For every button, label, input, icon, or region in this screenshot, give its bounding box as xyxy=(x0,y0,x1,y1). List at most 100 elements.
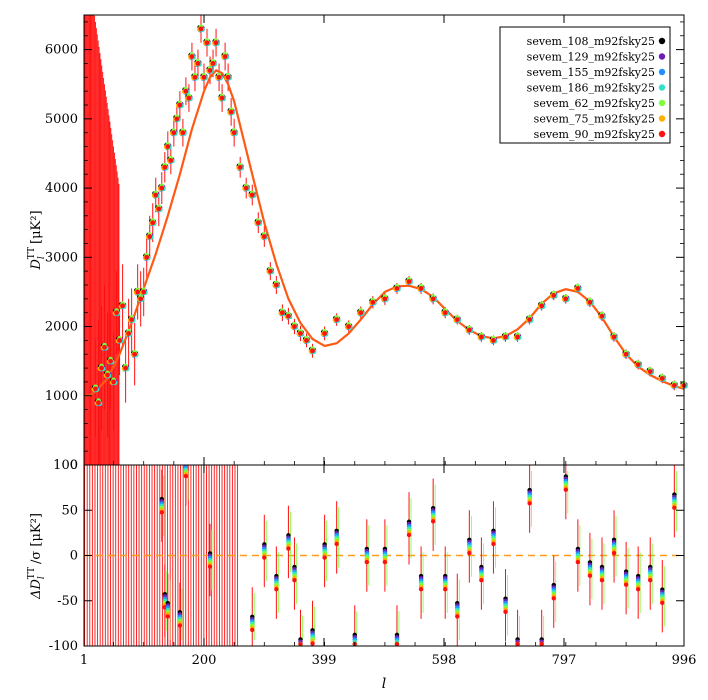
data-point xyxy=(430,296,436,302)
data-point xyxy=(304,337,309,343)
data-point xyxy=(273,282,279,288)
data-point xyxy=(515,334,520,340)
data-point xyxy=(165,144,171,149)
data-point xyxy=(123,365,129,371)
data-point xyxy=(454,317,460,323)
data-point xyxy=(204,40,210,46)
bottom-ylabel-main: ΔD xyxy=(29,579,44,600)
bottom-xaxis-ticks: 1 200 399 598 797 996 xyxy=(80,461,696,668)
ytick-label: -100 xyxy=(49,639,78,654)
legend-marker xyxy=(658,37,666,45)
bottom-yaxis-title: ΔDlTT/σ [μK²] xyxy=(27,513,47,600)
data-point xyxy=(111,379,116,385)
data-point xyxy=(225,74,231,80)
data-point xyxy=(249,192,255,198)
data-point xyxy=(141,289,147,295)
data-point xyxy=(207,67,213,73)
residual-point xyxy=(515,641,520,647)
data-point xyxy=(99,365,104,371)
residual-point xyxy=(298,641,303,647)
ytick-label: 0 xyxy=(70,549,78,564)
data-point xyxy=(418,286,424,291)
data-point xyxy=(135,289,141,295)
top-panel: 0 1000 2000 3000 4000 5000 6000 xyxy=(45,14,688,473)
data-point xyxy=(228,109,234,115)
top-ylabel-main: D xyxy=(29,259,44,271)
ytick-label: 1000 xyxy=(45,389,78,404)
data-point xyxy=(394,286,400,291)
data-point xyxy=(105,372,110,378)
data-point xyxy=(108,358,113,364)
legend-items: sevem_108_m92fsky25 sevem_129_m92fsky25se… xyxy=(527,35,666,141)
legend-marker xyxy=(658,84,666,91)
top-yaxis-ticks: 0 1000 2000 3000 4000 5000 6000 xyxy=(45,21,684,473)
data-point xyxy=(216,74,222,80)
xtick-label: 598 xyxy=(432,653,457,668)
data-point xyxy=(659,376,665,381)
top-yaxis-title: DlTT [μK²] xyxy=(27,210,47,270)
legend-label: sevem_108_m92fsky25 xyxy=(527,35,655,48)
residual-point xyxy=(406,532,412,538)
data-point xyxy=(563,296,569,302)
ytick-label: 6000 xyxy=(45,43,78,58)
legend-marker xyxy=(658,115,666,122)
top-ylabel-sup: TT xyxy=(27,247,37,259)
residual-point xyxy=(165,614,171,619)
data-point xyxy=(358,310,364,316)
data-point xyxy=(527,317,533,323)
legend: sevem_108_m92fsky25 sevem_129_m92fsky25se… xyxy=(499,26,671,144)
bottom-data-points xyxy=(159,464,677,647)
residual-point xyxy=(262,555,267,560)
data-point xyxy=(117,337,122,343)
residual-point xyxy=(286,546,291,551)
data-point xyxy=(466,327,472,333)
data-point xyxy=(292,324,297,329)
data-point xyxy=(575,286,581,291)
data-point xyxy=(237,164,243,170)
data-point xyxy=(186,95,192,101)
residual-point xyxy=(177,623,183,628)
data-point xyxy=(267,268,273,274)
bottom-ylabel-unit: /σ [μK²] xyxy=(29,513,44,564)
data-point xyxy=(201,74,207,80)
residual-point xyxy=(527,501,532,506)
data-point xyxy=(442,310,448,316)
ytick-label: 50 xyxy=(61,503,78,518)
bottom-yaxis-ticks: -100 -50 0 50 100 xyxy=(49,458,684,654)
residual-point xyxy=(648,578,653,583)
residual-point xyxy=(292,578,297,583)
top-data-points xyxy=(91,24,688,407)
data-point xyxy=(322,331,328,336)
ytick-label: 5000 xyxy=(45,112,78,127)
legend-marker xyxy=(658,130,666,138)
data-point xyxy=(159,185,165,191)
residual-point xyxy=(563,487,569,492)
data-point xyxy=(213,40,219,46)
residual-point xyxy=(382,559,388,565)
data-point xyxy=(210,61,216,66)
residual-point xyxy=(207,564,213,569)
ytick-label: 4000 xyxy=(45,181,78,196)
residual-point xyxy=(539,641,544,647)
data-point xyxy=(243,185,249,191)
residual-point xyxy=(364,559,370,565)
ytick-label: -50 xyxy=(57,594,78,609)
ytick-label: 100 xyxy=(53,458,78,473)
bottom-panel: -100 -50 0 50 100 1 200 399 598 797 996 xyxy=(49,458,697,668)
legend-box xyxy=(499,26,671,144)
xtick-label: 399 xyxy=(312,653,337,668)
residual-point xyxy=(551,596,556,601)
data-point xyxy=(147,234,153,239)
data-point xyxy=(174,116,180,122)
data-point xyxy=(168,157,174,163)
data-point xyxy=(623,351,629,357)
bottom-ylabel-sub: l xyxy=(37,576,47,579)
legend-marker xyxy=(658,99,666,107)
data-point xyxy=(195,61,201,66)
residual-point xyxy=(159,510,164,515)
top-ylabel-unit: [μK²] xyxy=(29,210,44,244)
data-point xyxy=(491,337,496,343)
data-point xyxy=(611,334,617,340)
data-point xyxy=(334,317,340,323)
